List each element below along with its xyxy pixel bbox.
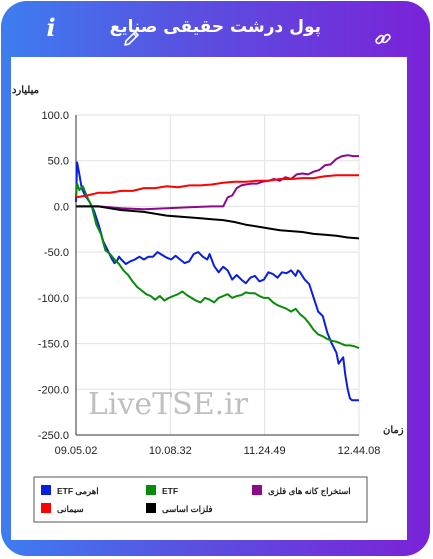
link-icon[interactable] [374, 30, 392, 48]
y-tick-label: 0.0 [54, 201, 69, 213]
info-icon[interactable]: i [46, 13, 56, 42]
page-title: پول درشت حقیقی صنایع [109, 17, 321, 37]
series [75, 154, 360, 402]
y-tick-label: -150.0 [38, 339, 69, 351]
chart: میلیارد تومان زمان LiveTSE.ir 100.0 50.0 0… [0, 85, 404, 523]
x-tick-label: 10.08.32 [149, 445, 192, 457]
legend: ETF اهرمی ETF استخراج کانه های فلزی سیمانی ف… [33, 476, 368, 523]
pencil-icon[interactable] [123, 29, 141, 47]
legend-swatch [41, 503, 51, 513]
y-tick-label: -250.0 [38, 430, 69, 442]
legend-swatch [146, 503, 156, 513]
header: i پول درشت حقیقی صنایع [1, 1, 430, 55]
series-line [75, 182, 360, 350]
series-line [75, 174, 359, 199]
x-tick-label: 11.24.49 [244, 445, 286, 457]
legend-label: استخراج کانه های فلزی [268, 486, 351, 497]
y-axis: 100.0 50.0 0.0 -50.0 -100.0 -150.0 -200.0 -250.… [38, 110, 69, 442]
legend-label: سیمانی [57, 504, 84, 514]
y-tick-label: -50.0 [44, 247, 69, 259]
x-tick-label: 12.44.08 [338, 445, 381, 457]
series-line [76, 205, 360, 240]
y-tick-label: -100.0 [38, 293, 69, 305]
y-axis-label: میلیارد تومان [11, 85, 39, 96]
legend-label: ETF [162, 486, 178, 496]
x-axis: 09.05.02 10.08.32 11.24.49 12.44.08 [55, 445, 381, 457]
x-axis-label: زمان [383, 425, 404, 436]
x-tick-label: 09.05.02 [55, 445, 98, 457]
watermark: LiveTSE.ir [88, 387, 249, 422]
legend-swatch [252, 485, 262, 495]
series-line [75, 161, 359, 402]
y-tick-label: -200.0 [38, 384, 69, 396]
y-tick-label: 100.0 [41, 110, 69, 122]
legend-label: ETF اهرمی [57, 486, 99, 497]
series-line [76, 154, 359, 211]
legend-box [33, 476, 368, 523]
legend-swatch [41, 485, 51, 495]
legend-swatch [146, 485, 156, 495]
legend-label: فلزات اساسی [162, 504, 213, 515]
y-tick-label: 50.0 [48, 156, 69, 168]
chart-panel: میلیارد تومان زمان LiveTSE.ir 100.0 50.0 0… [0, 57, 407, 540]
